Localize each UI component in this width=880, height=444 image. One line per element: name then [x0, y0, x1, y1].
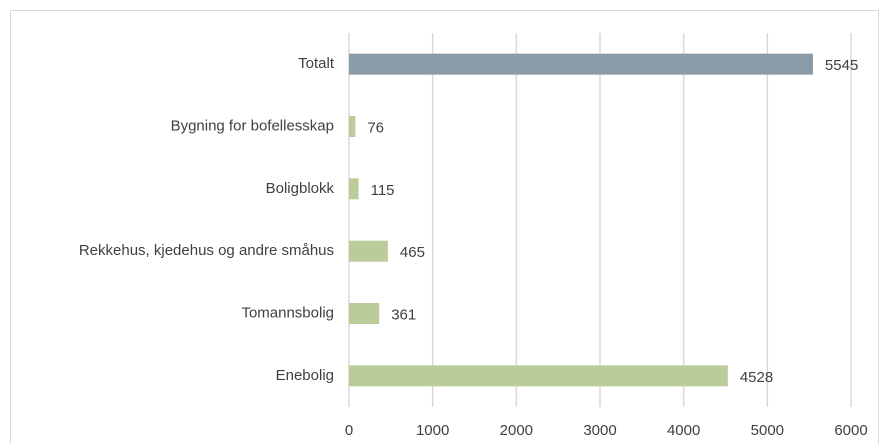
x-tick-label: 0 [345, 422, 353, 439]
data-label: 5545 [825, 57, 858, 74]
data-label: 361 [391, 306, 416, 323]
data-label: 76 [367, 119, 384, 136]
x-tick-label: 5000 [751, 422, 784, 439]
bar [349, 116, 356, 137]
x-tick-label: 6000 [834, 422, 867, 439]
chart-frame [10, 10, 879, 444]
data-label: 465 [400, 244, 425, 261]
bar [349, 178, 359, 200]
data-label: 4528 [740, 369, 773, 386]
y-tick-label: Rekkehus, kjedehus og andre småhus [79, 242, 334, 259]
y-tick-label: Tomannsbolig [241, 304, 334, 321]
y-tick-label: Bygning for bofellesskap [171, 117, 334, 134]
bar [349, 365, 728, 387]
y-tick-label: Boligblokk [266, 180, 335, 197]
x-tick-label: 3000 [583, 422, 616, 439]
x-tick-label: 4000 [667, 422, 700, 439]
y-tick-label: Totalt [298, 55, 335, 72]
bar [349, 53, 813, 75]
y-tick-label: Enebolig [276, 367, 334, 384]
data-label: 115 [371, 182, 395, 199]
x-tick-label: 1000 [416, 422, 449, 439]
x-tick-label: 2000 [500, 422, 533, 439]
bar [349, 303, 380, 324]
bar [349, 240, 388, 262]
